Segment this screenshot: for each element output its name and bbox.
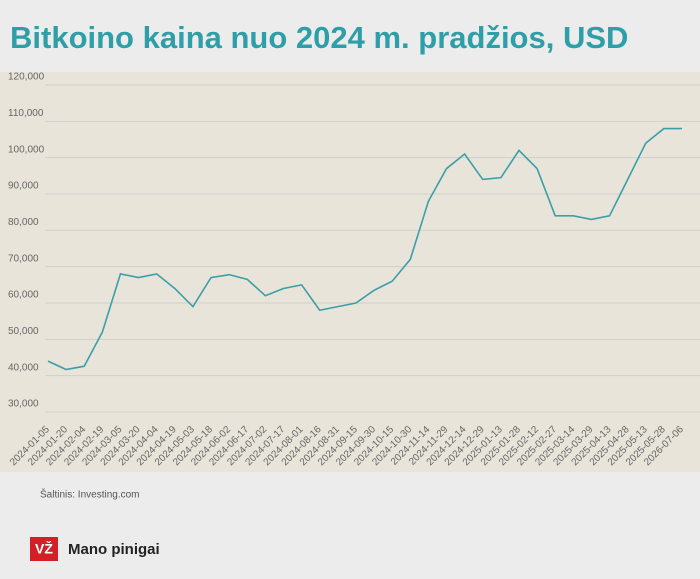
logo-box — [30, 537, 58, 561]
y-tick-label: 120,000 — [8, 72, 45, 83]
y-tick-label: 50,000 — [8, 326, 39, 337]
chart-title: Bitkoino kaina nuo 2024 m. pradžios, USD — [10, 20, 628, 55]
y-tick-label: 30,000 — [8, 399, 39, 410]
source: Šaltinis: Investing.com — [40, 488, 140, 501]
price-line — [47, 127, 682, 371]
y-tick-label: 70,000 — [8, 253, 39, 264]
photo-backdrop — [0, 72, 700, 472]
y-tick-label: 60,000 — [8, 290, 39, 301]
y-tick-label: 100,000 — [8, 144, 45, 155]
logo-mark: VŽ — [35, 540, 53, 557]
y-tick-label: 80,000 — [8, 217, 39, 228]
logo-name: Mano pinigai — [68, 541, 160, 558]
y-tick-label: 90,000 — [8, 181, 39, 192]
y-tick-label: 40,000 — [8, 362, 39, 373]
y-tick-label: 110,000 — [8, 108, 44, 119]
